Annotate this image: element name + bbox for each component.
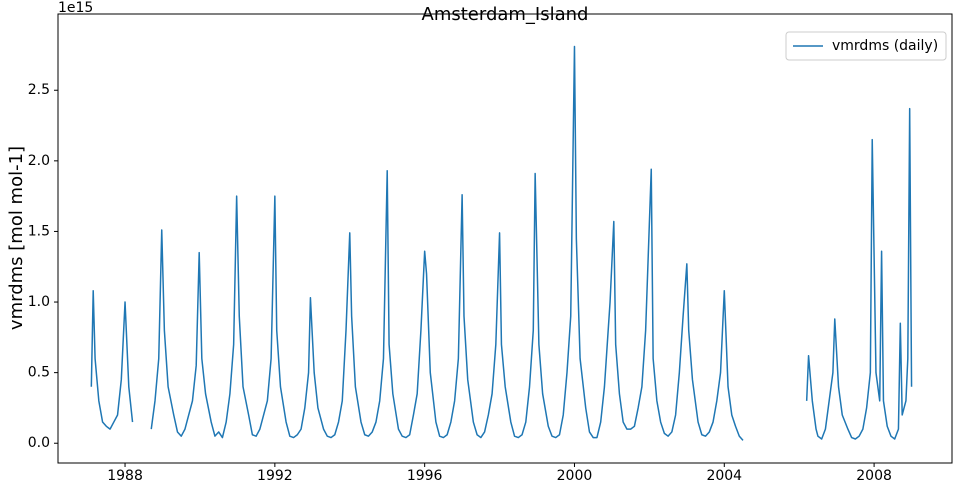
y-tick-label: 2.5 <box>28 82 50 98</box>
y-tick-label: 2.0 <box>28 153 50 169</box>
x-tick-label: 2008 <box>856 468 892 484</box>
y-tick-label: 0.5 <box>28 365 50 381</box>
data-line <box>90 45 913 441</box>
y-offset-label: 1e15 <box>58 0 93 16</box>
x-tick-label: 1996 <box>407 468 443 484</box>
y-tick-label: 1.0 <box>28 294 50 310</box>
plot-frame <box>57 13 953 464</box>
y-axis-label: vmrdms [mol mol-1] <box>6 146 27 330</box>
x-tick-label: 1992 <box>257 468 293 484</box>
x-tick-label: 2000 <box>557 468 593 484</box>
y-tick-label: 0.0 <box>28 435 50 451</box>
legend-label: vmrdms (daily) <box>832 38 938 54</box>
x-tick-label: 1988 <box>107 468 143 484</box>
legend-box <box>785 31 947 61</box>
x-tick-label: 2004 <box>706 468 742 484</box>
y-tick-label: 1.5 <box>28 223 50 239</box>
